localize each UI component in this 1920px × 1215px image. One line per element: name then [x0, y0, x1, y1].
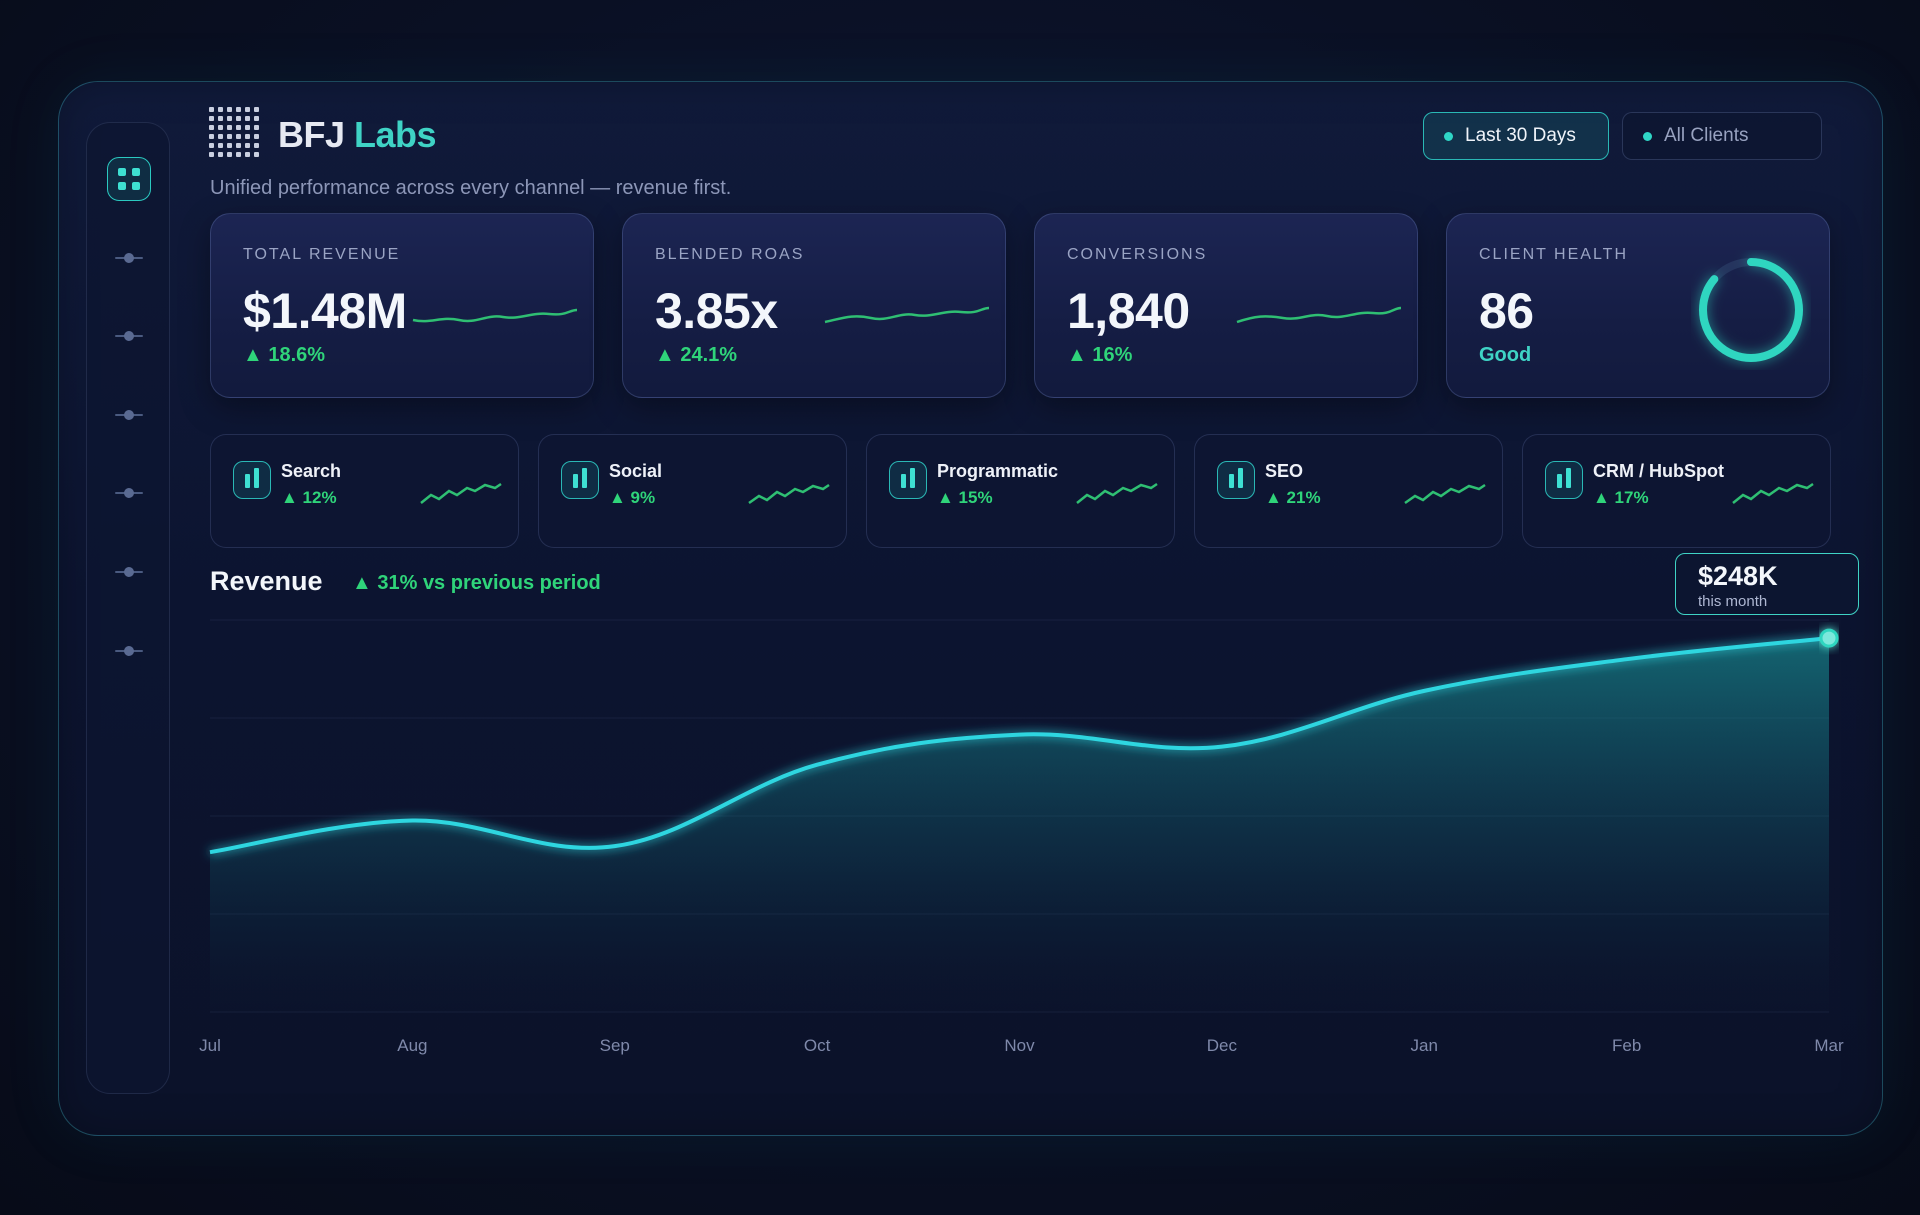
revenue-endpoint [1819, 628, 1839, 648]
kpi-card-blended-roas[interactable]: BLENDED ROAS 3.85x ▲ 24.1% [622, 213, 1006, 398]
channel-name: Social [609, 461, 663, 481]
kpi-label: CLIENT HEALTH [1479, 246, 1628, 263]
brand-name: BFJ [278, 114, 345, 155]
channel-card-social[interactable]: Social ▲ 9% [538, 434, 847, 548]
channel-name: Programmatic [937, 461, 1059, 481]
sidebar-nav-icon-2[interactable] [115, 331, 143, 341]
kpi-delta: ▲ 16% [1067, 344, 1133, 366]
brand-title: BFJ Labs [278, 114, 437, 156]
kpi-value: $1.48M [243, 283, 407, 339]
status-dot-icon [1444, 131, 1453, 141]
clients-filter-button[interactable]: All Clients [1622, 112, 1822, 160]
channel-delta: ▲ 17% [1593, 488, 1649, 507]
status-dot-icon [1643, 131, 1652, 141]
channel-delta: ▲ 15% [937, 488, 993, 507]
x-tick-label: Feb [1611, 1036, 1642, 1055]
sidebar-nav-icon-5[interactable] [115, 567, 143, 577]
sparkline-icon [412, 308, 578, 323]
dashboard-grid-icon[interactable] [107, 157, 151, 201]
channel-card-seo[interactable]: SEO ▲ 21% [1194, 434, 1503, 548]
channel-delta: ▲ 9% [609, 488, 656, 507]
x-tick-label: Aug [397, 1036, 428, 1055]
kpi-value: 1,840 [1067, 283, 1190, 339]
revenue-area [210, 638, 1829, 1012]
x-tick-label: Mar [1814, 1036, 1844, 1055]
sparkline-icon [420, 482, 502, 504]
channel-card-crm-hubspot[interactable]: CRM / HubSpot ▲ 17% [1522, 434, 1831, 548]
channel-card-programmatic[interactable]: Programmatic ▲ 15% [866, 434, 1175, 548]
x-tick-label: Nov [1004, 1036, 1035, 1055]
channel-delta: ▲ 21% [1265, 488, 1321, 507]
kpi-delta: ▲ 18.6% [243, 344, 326, 366]
sidebar [86, 122, 170, 1094]
tooltip-value: $248K [1698, 561, 1778, 591]
kpi-card-conversions[interactable]: CONVERSIONS 1,840 ▲ 16% [1034, 213, 1418, 398]
health-ring-gauge [1699, 258, 1803, 362]
kpi-label: BLENDED ROAS [655, 246, 805, 263]
kpi-delta: ▲ 24.1% [655, 344, 738, 366]
x-tick-label: Jul [199, 1036, 221, 1055]
bar-chart-icon [233, 461, 271, 499]
x-tick-label: Sep [599, 1036, 630, 1055]
channel-card-search[interactable]: Search ▲ 12% [210, 434, 519, 548]
channel-name: CRM / HubSpot [1593, 461, 1724, 481]
clients-filter-label: All Clients [1664, 125, 1749, 146]
kpi-label: TOTAL REVENUE [243, 246, 401, 263]
bar-chart-icon [1217, 461, 1255, 499]
sparkline-icon [748, 483, 830, 505]
bar-chart-icon [1545, 461, 1583, 499]
kpi-label: CONVERSIONS [1067, 246, 1208, 263]
kpi-card-total-revenue[interactable]: TOTAL REVENUE $1.48M ▲ 18.6% [210, 213, 594, 398]
kpi-value: 3.85x [655, 283, 778, 339]
sidebar-nav-icon-6[interactable] [115, 646, 143, 656]
bar-chart-icon [561, 461, 599, 499]
channel-name: SEO [1265, 461, 1304, 481]
revenue-tooltip: $248K this month [1675, 553, 1859, 615]
revenue-title: Revenue [210, 566, 323, 596]
tooltip-label: this month [1698, 593, 1768, 610]
x-tick-label: Oct [803, 1036, 831, 1055]
health-status: Good [1479, 344, 1532, 366]
sparkline-icon [1404, 483, 1486, 505]
sparkline-icon [1076, 482, 1158, 504]
sparkline-icon [1236, 306, 1402, 324]
revenue-line [209, 636, 1830, 855]
sparkline-icon [824, 306, 990, 324]
period-filter-button[interactable]: Last 30 Days [1423, 112, 1609, 160]
sidebar-nav-icon-1[interactable] [115, 253, 143, 263]
x-tick-label: Jan [1410, 1036, 1438, 1055]
bar-chart-icon [889, 461, 927, 499]
sidebar-nav-icon-3[interactable] [115, 410, 143, 420]
sparkline-icon [1732, 482, 1814, 504]
sidebar-nav-icon-4[interactable] [115, 488, 143, 498]
kpi-card-client-health[interactable]: CLIENT HEALTH 86 Good [1446, 213, 1830, 398]
page-subtitle: Unified performance across every channel… [210, 177, 732, 199]
channel-delta: ▲ 12% [281, 488, 337, 507]
channel-name: Search [281, 461, 342, 481]
kpi-value: 86 [1479, 283, 1534, 339]
logo-grid-icon [209, 107, 261, 159]
period-filter-label: Last 30 Days [1465, 125, 1576, 146]
brand-accent: Labs [354, 114, 437, 155]
revenue-delta: ▲ 31% vs previous period [352, 572, 601, 594]
x-tick-label: Dec [1206, 1036, 1237, 1055]
